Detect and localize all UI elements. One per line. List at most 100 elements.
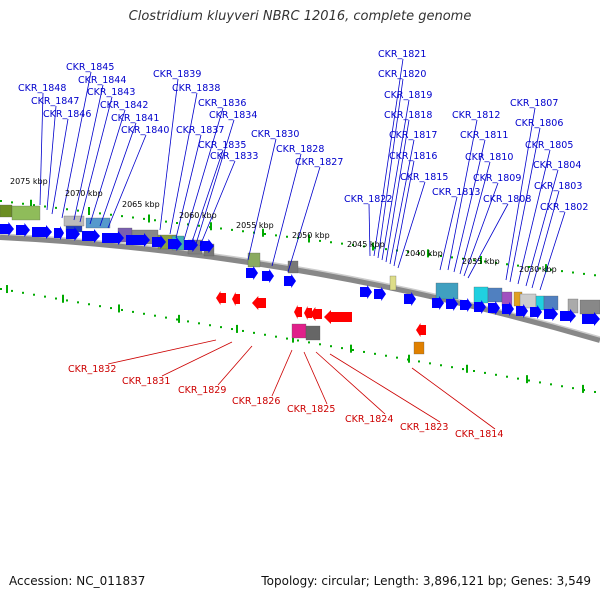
leader-line — [175, 134, 202, 239]
forward-gene-arrow — [200, 239, 214, 253]
leader-line — [247, 138, 277, 261]
gene-label: CKR_1837 — [176, 125, 224, 136]
gene-label: CKR_1815 — [400, 172, 448, 183]
gene-label: CKR_1806 — [515, 118, 563, 129]
gene-label: CKR_1807 — [510, 98, 558, 109]
scale-major-tick — [88, 207, 90, 215]
scale-dot — [154, 314, 156, 317]
gene-label: CKR_1816 — [389, 151, 437, 162]
scale-dot — [583, 272, 585, 275]
scale-dot — [506, 375, 508, 378]
scale-dot — [418, 360, 420, 363]
scale-dot — [22, 291, 24, 294]
gene-annotation-boxes — [0, 204, 600, 355]
leader-line — [368, 203, 371, 257]
scale-dot — [253, 331, 255, 334]
gene-label: CKR_1824 — [345, 414, 393, 425]
gene-label: CKR_1835 — [198, 140, 246, 151]
label-leader-lines — [39, 58, 566, 430]
forward-gene-arrow — [544, 307, 558, 321]
scale-dot — [451, 256, 453, 259]
scale-dot — [198, 322, 200, 325]
scale-dot — [132, 216, 134, 219]
backbone-band — [0, 234, 600, 343]
scale-dot — [44, 205, 46, 208]
gene-feature-box — [519, 293, 537, 309]
scale-dot — [429, 253, 431, 256]
scale-dot — [231, 328, 233, 331]
leader-line — [505, 107, 536, 281]
leader-line — [191, 149, 224, 243]
forward-gene-arrow — [474, 300, 486, 314]
leader-line — [411, 367, 496, 430]
scale-dot — [99, 212, 101, 215]
scale-dot — [66, 299, 68, 302]
forward-gene-arrow — [152, 235, 166, 249]
kbp-label: 2035 kbp — [462, 257, 500, 266]
backbone-highlight — [0, 233, 600, 338]
gene-label: CKR_1811 — [460, 130, 508, 141]
scale-major-tick — [545, 264, 547, 273]
scale-dot — [11, 201, 13, 204]
scale-dot — [55, 297, 57, 300]
gene-label: CKR_1826 — [232, 396, 280, 407]
inner-scale-dots — [0, 285, 596, 393]
scale-dot — [495, 373, 497, 376]
scale-dot — [517, 264, 519, 267]
scale-dot — [594, 274, 596, 277]
scale-major-tick — [62, 294, 64, 303]
leader-line — [73, 84, 104, 221]
scale-major-tick — [292, 334, 294, 343]
scale-dot — [264, 333, 266, 336]
forward-gene-arrow — [32, 225, 52, 239]
gene-label: CKR_1845 — [66, 62, 114, 73]
scale-dot — [451, 366, 453, 369]
scale-dot — [231, 228, 233, 231]
gene-label: CKR_1828 — [276, 144, 324, 155]
scale-major-tick — [480, 256, 482, 264]
kbp-scale-labels: 2075 kbp 2070 kbp 2065 kbp 2060 kbp 2055 kbp… — [10, 177, 557, 274]
gene-label: CKR_1847 — [31, 96, 79, 107]
scale-major-tick — [427, 249, 429, 258]
gene-feature-box — [305, 325, 321, 341]
scale-dot — [88, 303, 90, 306]
scale-dot — [594, 390, 596, 393]
leader-line — [161, 341, 233, 377]
gene-label: CKR_1819 — [384, 90, 432, 101]
scale-major-tick — [148, 214, 150, 223]
leader-line — [315, 351, 386, 415]
kbp-label: 2065 kbp — [122, 200, 160, 209]
reverse-gene-arrows — [216, 291, 426, 337]
scale-dot — [407, 250, 409, 253]
scale-dot — [341, 347, 343, 350]
scale-dot — [561, 270, 563, 273]
kbp-label: 2075 kbp — [10, 177, 48, 186]
leader-line — [79, 96, 113, 223]
leader-line — [389, 139, 415, 265]
leader-line — [539, 211, 566, 291]
scale-dot — [286, 235, 288, 238]
scale-dot — [385, 354, 387, 357]
scale-dot — [561, 385, 563, 388]
scale-dot — [187, 223, 189, 226]
scale-dot — [165, 220, 167, 223]
scale-dot — [176, 222, 178, 224]
scale-dot — [275, 335, 277, 338]
scale-dot — [352, 349, 354, 352]
scale-dot — [33, 293, 35, 296]
leader-line — [169, 92, 198, 235]
forward-gene-arrow — [446, 297, 458, 311]
gene-feature-box — [473, 286, 489, 304]
gene-label: CKR_1817 — [389, 130, 437, 141]
leader-line — [303, 351, 328, 405]
gene-label: CKR_1844 — [78, 75, 126, 86]
leader-line — [397, 181, 426, 269]
scale-dot — [462, 257, 464, 260]
forward-gene-arrow — [560, 309, 576, 323]
accession-text: Accession: NC_011837 — [9, 574, 146, 588]
scale-major-tick — [350, 344, 352, 353]
scale-dot — [187, 320, 189, 323]
scale-dot — [572, 387, 574, 390]
leader-line — [525, 169, 559, 287]
leader-line — [377, 78, 404, 259]
